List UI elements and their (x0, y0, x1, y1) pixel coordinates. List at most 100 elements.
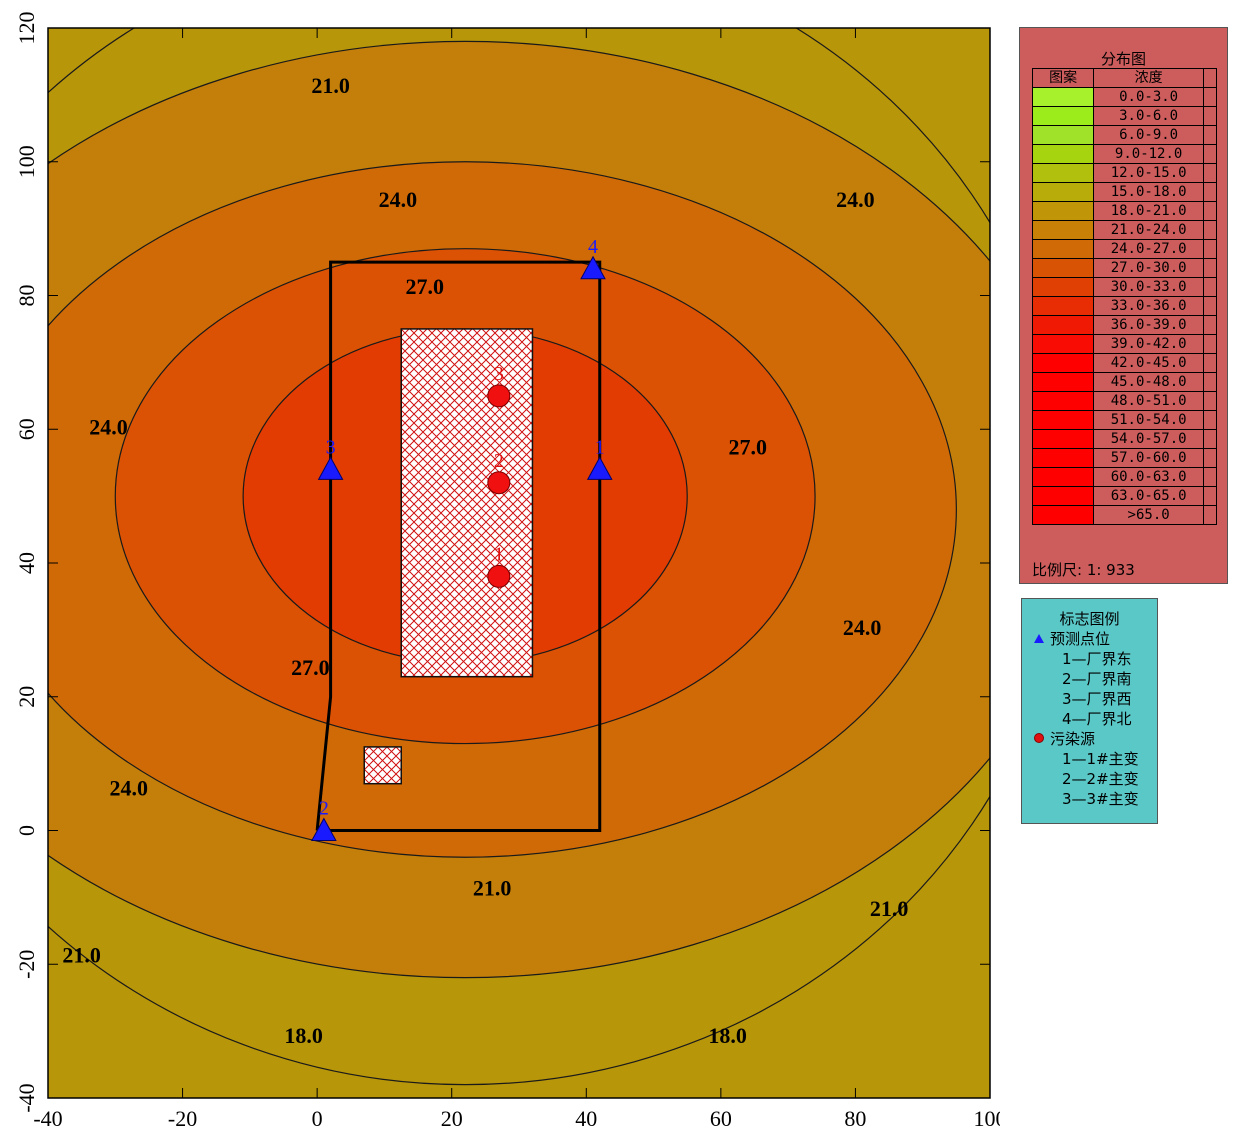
prediction-point-3 (317, 456, 344, 480)
marker-legend-point-3: 3—厂界西 (1062, 690, 1132, 708)
hatched-area-1 (400, 328, 534, 678)
legend-swatch (1031, 87, 1095, 107)
source-label-3: 3 (494, 363, 504, 385)
marker-legend-title: 标志图例 (1059, 610, 1120, 628)
legend-row: 3.0-6.0 (1031, 106, 1218, 126)
hatched-area-2 (363, 746, 402, 785)
legend-row: 33.0-36.0 (1031, 296, 1218, 316)
legend-range: 45.0-48.0 (1093, 372, 1204, 392)
legend-range: 15.0-18.0 (1093, 182, 1204, 202)
contour-label-10: 21.0 (473, 876, 512, 901)
legend-range: 21.0-24.0 (1093, 220, 1204, 240)
legend-range: 63.0-65.0 (1093, 486, 1204, 506)
contour-label-13: 18.0 (284, 1023, 323, 1048)
legend-swatch (1031, 277, 1095, 297)
contour-label-9: 24.0 (843, 615, 882, 640)
x-tick-label: 100 (974, 1106, 1001, 1131)
legend-row: 21.0-24.0 (1031, 220, 1218, 240)
legend-swatch (1031, 448, 1095, 468)
legend-swatch (1031, 372, 1095, 392)
marker-legend-source-1: 1—1#主变 (1062, 750, 1139, 768)
prediction-label-1: 1 (595, 436, 605, 458)
y-tick-label: 20 (14, 686, 39, 708)
contour-label-4: 24.0 (89, 414, 128, 439)
y-tick-label: 80 (14, 285, 39, 307)
legend-range: 12.0-15.0 (1093, 163, 1204, 183)
y-tick-label: 40 (14, 552, 39, 574)
prediction-label-2: 2 (319, 798, 329, 820)
legend-swatch (1031, 163, 1095, 183)
contour-label-1: 21.0 (311, 73, 350, 98)
x-tick-label: 40 (575, 1106, 597, 1131)
legend-table: 图案 浓度 0.0-3.0 3.0-6.0 6.0-9.0 9.0-12.0 12.0-… (1031, 68, 1218, 525)
contour-label-6: 27.0 (291, 655, 330, 680)
legend-range: 6.0-9.0 (1093, 125, 1204, 145)
prediction-point-2 (311, 817, 337, 841)
contour-label-3: 27.0 (406, 274, 445, 299)
marker-legend-source-3: 3—3#主变 (1062, 790, 1139, 808)
marker-legend-point-2: 2—厂界南 (1062, 670, 1132, 688)
legend-range: 57.0-60.0 (1093, 448, 1204, 468)
x-tick-label: 0 (312, 1106, 323, 1131)
marker-legend-point-1: 1—厂界东 (1062, 650, 1132, 668)
contour-chart: 21.0 24.0 27.0 24.0 27.0 27.0 24.0 24.0 24.0 21.0… (14, 12, 1001, 1132)
legend-swatch (1031, 429, 1095, 449)
circle-icon (1034, 733, 1044, 743)
legend-swatch (1031, 334, 1095, 354)
source-marker-3 (487, 384, 511, 408)
legend-range: 24.0-27.0 (1093, 239, 1204, 259)
legend-swatch (1031, 201, 1095, 221)
legend-swatch (1031, 486, 1095, 506)
source-label-1: 1 (494, 543, 504, 565)
prediction-label-4: 4 (588, 236, 598, 258)
legend-range: >65.0 (1093, 505, 1204, 525)
marker-legend-point-4: 4—厂界北 (1062, 710, 1132, 728)
contour-label-8: 24.0 (836, 187, 875, 212)
contour-label-2: 24.0 (379, 187, 418, 212)
legend-row: 27.0-30.0 (1031, 258, 1218, 278)
legend-row: 39.0-42.0 (1031, 334, 1218, 354)
legend-swatch (1031, 258, 1095, 278)
legend-row: 51.0-54.0 (1031, 410, 1218, 430)
source-marker-2 (487, 471, 511, 495)
source-label-2: 2 (494, 450, 504, 472)
legend-range: 3.0-6.0 (1093, 106, 1204, 126)
legend-swatch (1031, 182, 1095, 202)
legend-swatch (1031, 391, 1095, 411)
legend-row: 6.0-9.0 (1031, 125, 1218, 145)
prediction-label-3: 3 (326, 436, 336, 458)
contour-label-12: 21.0 (870, 896, 909, 921)
legend-range: 51.0-54.0 (1093, 410, 1204, 430)
legend-row: 42.0-45.0 (1031, 353, 1218, 373)
x-tick-label: 60 (710, 1106, 732, 1131)
legend-swatch (1031, 353, 1095, 373)
legend-row: 24.0-27.0 (1031, 239, 1218, 259)
legend-range: 9.0-12.0 (1093, 144, 1204, 164)
marker-legend-source-2: 2—2#主变 (1062, 770, 1139, 788)
x-tick-label: 20 (441, 1106, 463, 1131)
scale-label: 比例尺: 1: 933 (1032, 561, 1135, 579)
y-tick-label: 0 (14, 825, 39, 836)
marker-legend-points-label: 预测点位 (1050, 630, 1111, 648)
legend-swatch (1031, 106, 1095, 126)
y-tick-label: -40 (14, 1083, 39, 1112)
legend-row: 57.0-60.0 (1031, 448, 1218, 468)
marker-legend-sources-label: 污染源 (1050, 730, 1096, 748)
legend-row: 12.0-15.0 (1031, 163, 1218, 183)
legend-row: >65.0 (1031, 505, 1218, 525)
legend-row: 48.0-51.0 (1031, 391, 1218, 411)
y-tick-label: 120 (14, 12, 39, 45)
legend-swatch (1031, 125, 1095, 145)
legend-row: 36.0-39.0 (1031, 315, 1218, 335)
marker-legend-points-row: 预测点位 (1022, 629, 1157, 649)
legend-swatch (1031, 239, 1095, 259)
legend-row: 60.0-63.0 (1031, 467, 1218, 487)
contour-label-7: 24.0 (109, 775, 148, 800)
marker-legend: 标志图例 预测点位 1—厂界东 2—厂界南 3—厂界西 4—厂界北 污染源 1—… (1021, 598, 1158, 824)
x-tick-label: -20 (168, 1106, 197, 1131)
legend-range: 27.0-30.0 (1093, 258, 1204, 278)
x-tick-label: -40 (33, 1106, 62, 1131)
legend-row: 15.0-18.0 (1031, 182, 1218, 202)
y-tick-label: 100 (14, 145, 39, 178)
legend-range: 39.0-42.0 (1093, 334, 1204, 354)
